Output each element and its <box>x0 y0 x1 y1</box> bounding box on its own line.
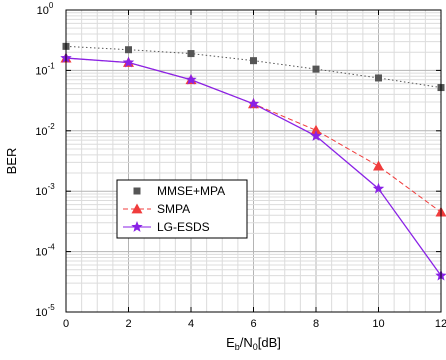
x-axis-label-sub-0: 0 <box>253 342 258 352</box>
data-point <box>187 50 195 58</box>
data-point <box>373 160 384 171</box>
x-tick-label: 12 <box>435 318 446 330</box>
x-tick-label: 10 <box>372 318 384 330</box>
legend-marker <box>133 187 141 195</box>
legend-marker <box>131 221 143 232</box>
legend-label: MMSE+MPA <box>157 184 225 198</box>
legend: MMSE+MPA SMPA LG-ESDS <box>116 179 248 239</box>
x-tick-label: 4 <box>188 318 194 330</box>
x-axis-label: Eb/N0[dB] <box>226 335 281 352</box>
y-tick-label: 10-3 <box>35 182 55 198</box>
data-point <box>375 74 382 82</box>
y-tick-label: 10-4 <box>35 243 55 259</box>
y-tick-label: 10-5 <box>35 303 55 319</box>
data-point <box>250 57 257 65</box>
y-tick-label: 100 <box>37 1 54 17</box>
legend-label: SMPA <box>157 202 190 216</box>
x-axis-label-unit: [dB] <box>258 335 281 350</box>
data-point <box>185 73 197 85</box>
data-point <box>247 97 260 109</box>
x-tick-label: 0 <box>63 318 69 330</box>
y-tick-label: 10-2 <box>35 122 55 138</box>
legend-label: LG-ESDS <box>157 220 210 234</box>
grid <box>65 10 442 313</box>
legend-marker <box>131 203 143 214</box>
x-axis-label-sub-b: b <box>235 342 240 352</box>
y-tick-label: 10-1 <box>35 61 55 77</box>
data-point <box>310 130 322 141</box>
x-axis-label-slash: /N <box>240 335 253 350</box>
data-point <box>372 182 385 194</box>
y-axis-label: BER <box>4 148 19 175</box>
x-tick-label: 6 <box>250 318 256 330</box>
data-point <box>122 56 135 68</box>
x-axis-label-main: E <box>226 335 235 350</box>
data-point <box>312 65 320 73</box>
data-point <box>310 124 322 135</box>
x-tick-label: 2 <box>125 318 131 330</box>
x-tick-label: 8 <box>313 318 319 330</box>
axes: 0 2 4 6 8 10 12 100 10-1 10-2 10-3 10-4 10-5 <box>35 1 446 330</box>
data-point <box>125 46 132 54</box>
